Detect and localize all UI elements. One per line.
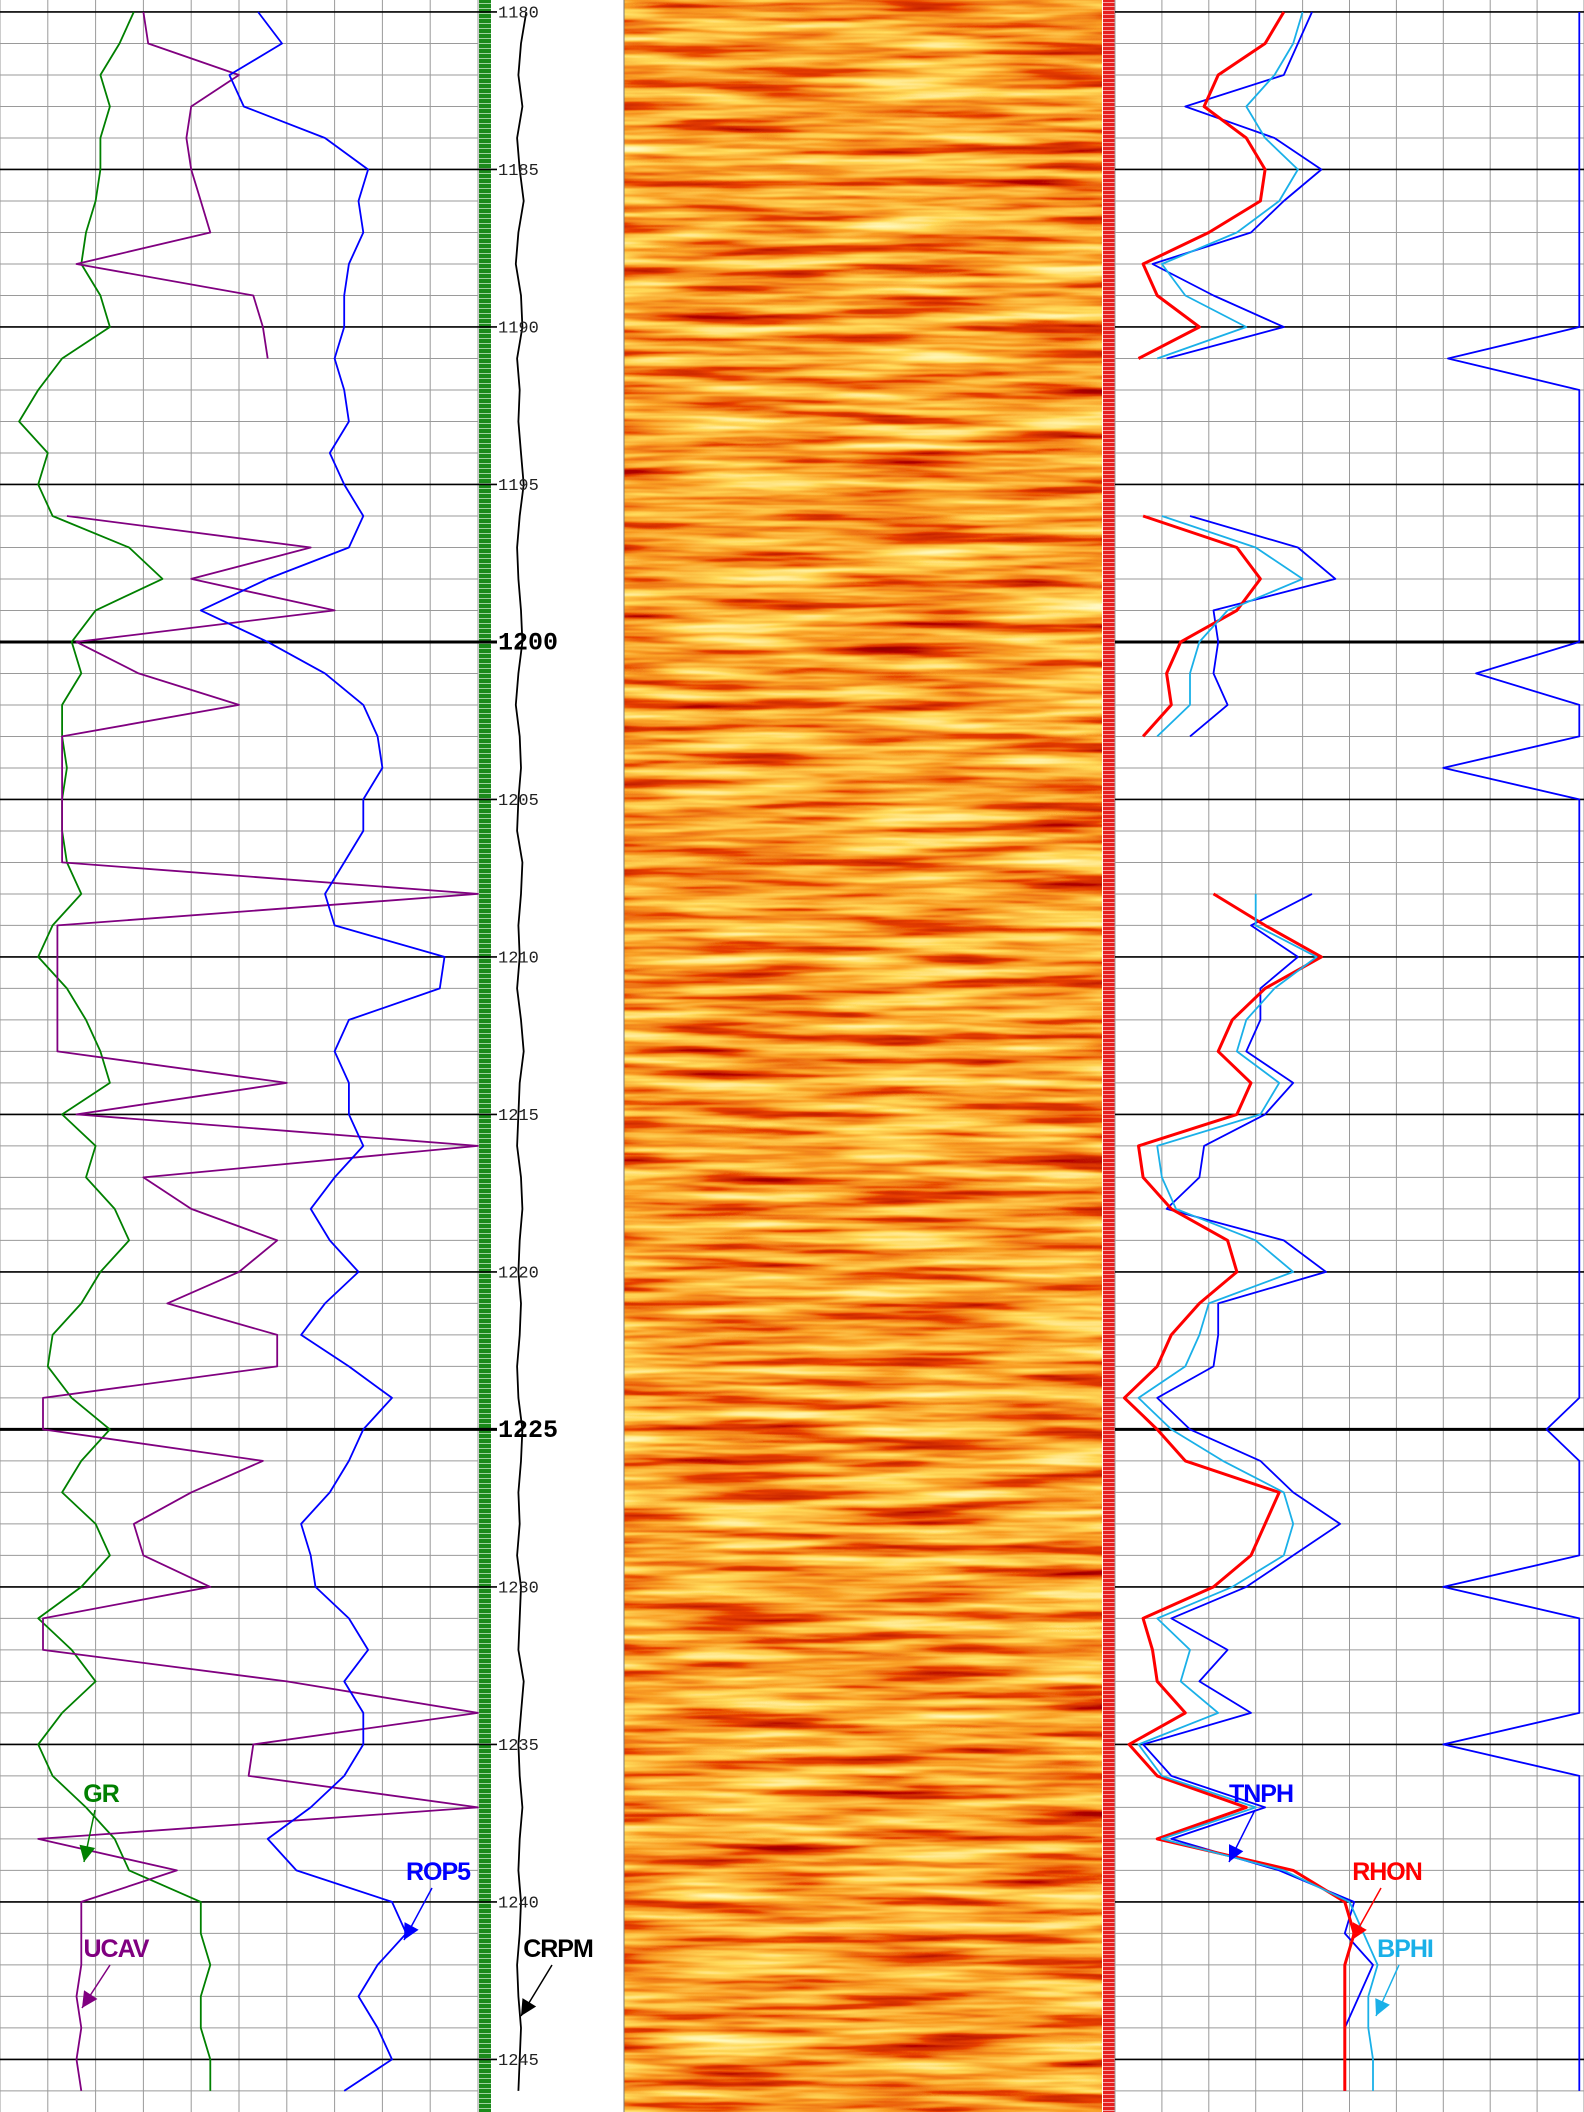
curve xyxy=(37,11,479,2092)
depth-label: 1190 xyxy=(498,319,539,338)
depth-label: 1235 xyxy=(498,1737,539,1756)
depth-label: 1240 xyxy=(498,1894,539,1913)
depth-label: 1195 xyxy=(498,477,539,496)
flag-strip-green xyxy=(479,0,491,2112)
curve-label: ROP5 xyxy=(406,1858,471,1886)
curve-label: CRPM xyxy=(523,1935,593,1963)
curve-label: BPHI xyxy=(1377,1935,1433,1963)
depth-label: 1220 xyxy=(498,1264,539,1283)
curve xyxy=(1137,11,1379,2091)
depth-label: 1185 xyxy=(498,162,539,181)
image-log xyxy=(624,0,1102,2112)
curve xyxy=(199,11,446,2092)
depth-label: 1245 xyxy=(498,2052,539,2071)
curve xyxy=(514,11,528,2091)
depth-label: 1230 xyxy=(498,1579,539,1598)
depth-label: 1205 xyxy=(498,792,539,811)
curves xyxy=(18,11,1581,2092)
depth-label: 1225 xyxy=(498,1416,558,1445)
label-arrowhead xyxy=(82,1990,98,2008)
label-arrowhead xyxy=(521,1998,537,2016)
curve xyxy=(18,11,212,2091)
depth-label: 1210 xyxy=(498,949,539,968)
curve-label: TNPH xyxy=(1229,1780,1293,1808)
label-arrowhead xyxy=(1229,1844,1244,1862)
depth-label: 1200 xyxy=(498,629,558,658)
label-arrowhead xyxy=(1375,1998,1390,2016)
labels: 1180 1185 1190 1195 1200 1205 1210 1215 1220 1225… xyxy=(79,4,1434,2071)
depth-label: 1215 xyxy=(498,1107,539,1126)
curve-label: RHON xyxy=(1352,1858,1422,1886)
curve xyxy=(1442,12,1581,2091)
flag-strip-red xyxy=(1103,0,1115,2112)
label-arrowhead xyxy=(79,1844,96,1862)
label-arrowhead xyxy=(1352,1922,1367,1940)
label-arrowhead xyxy=(404,1922,419,1940)
curve-label: UCAV xyxy=(84,1935,150,1963)
curve-label: GR xyxy=(83,1780,119,1808)
depth-label: 1180 xyxy=(498,4,539,23)
